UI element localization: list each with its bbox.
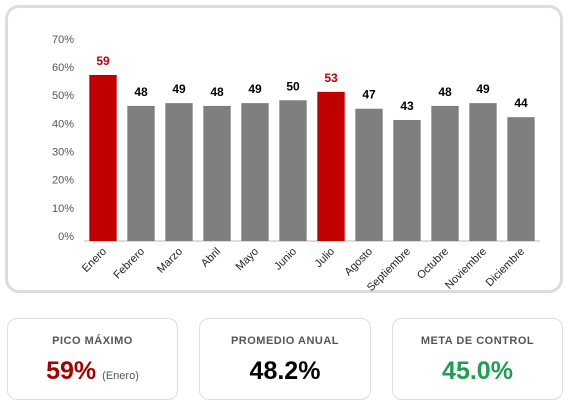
card-number: 45.0% <box>442 357 513 385</box>
bar <box>165 103 193 241</box>
card-value: 59% (Enero) <box>8 357 177 386</box>
x-tick-label: Abril <box>199 246 223 270</box>
bar <box>393 119 421 241</box>
kpi-card: PROMEDIO ANUAL 48.2% <box>199 318 371 400</box>
card-note: (Enero) <box>102 370 139 382</box>
bar <box>241 103 269 241</box>
data-label: 43 <box>400 99 414 113</box>
bar <box>431 105 459 242</box>
y-tick-label: 10% <box>52 203 74 215</box>
bar <box>507 117 535 241</box>
y-tick-label: 40% <box>52 118 74 130</box>
y-tick-label: 50% <box>52 90 74 102</box>
data-label: 53 <box>324 71 338 85</box>
kpi-card: PICO MÁXIMO 59% (Enero) <box>7 318 178 400</box>
kpi-card: META DE CONTROL 45.0% <box>392 318 563 400</box>
x-tick-label: Febrero <box>111 246 147 282</box>
y-tick-label: 60% <box>52 62 74 74</box>
x-tick-label: Octubre <box>415 246 451 282</box>
bar <box>89 74 117 241</box>
data-label: 44 <box>514 96 528 110</box>
bar <box>127 105 155 242</box>
card-number: 59% <box>46 357 97 385</box>
y-tick-label: 20% <box>52 175 74 187</box>
y-tick-label: 70% <box>52 34 74 46</box>
data-label: 47 <box>362 88 376 102</box>
data-label: 48 <box>210 85 224 99</box>
x-tick-label: Julio <box>313 246 337 270</box>
bar <box>469 103 497 241</box>
chart: 0% 10% 20% 30% 40% 50% 60% 70% 59 Enero 48 Febrero 4… <box>52 34 540 294</box>
x-tick-label: Mayo <box>234 246 262 274</box>
data-label: 50 <box>286 79 300 93</box>
x-tick-label: Marzo <box>155 246 185 276</box>
bar <box>203 105 231 242</box>
x-tick-label: Noviembre <box>443 246 489 292</box>
card-number: 48.2% <box>249 357 321 385</box>
card-title: PROMEDIO ANUAL <box>230 335 340 347</box>
x-tick-label: Agosto <box>342 246 375 279</box>
bar <box>279 100 307 242</box>
y-tick-label: 30% <box>52 146 74 158</box>
bar <box>317 91 345 241</box>
data-label: 48 <box>438 85 452 99</box>
x-tick-label: Diciembre <box>484 246 527 289</box>
chart-panel <box>5 5 563 293</box>
data-label: 49 <box>476 82 490 96</box>
data-label: 49 <box>248 82 262 96</box>
card-title: PICO MÁXIMO <box>52 335 133 347</box>
card-title: META DE CONTROL <box>420 335 535 347</box>
x-tick-label: Enero <box>80 246 109 275</box>
y-tick-label: 0% <box>58 231 74 243</box>
bar <box>355 108 383 241</box>
data-label: 49 <box>172 82 186 96</box>
data-label: 59 <box>96 54 110 68</box>
x-tick-label: Junio <box>272 246 299 273</box>
data-label: 48 <box>134 85 148 99</box>
card-value: 45.0% <box>393 357 562 386</box>
card-value: 48.2% <box>200 357 370 386</box>
